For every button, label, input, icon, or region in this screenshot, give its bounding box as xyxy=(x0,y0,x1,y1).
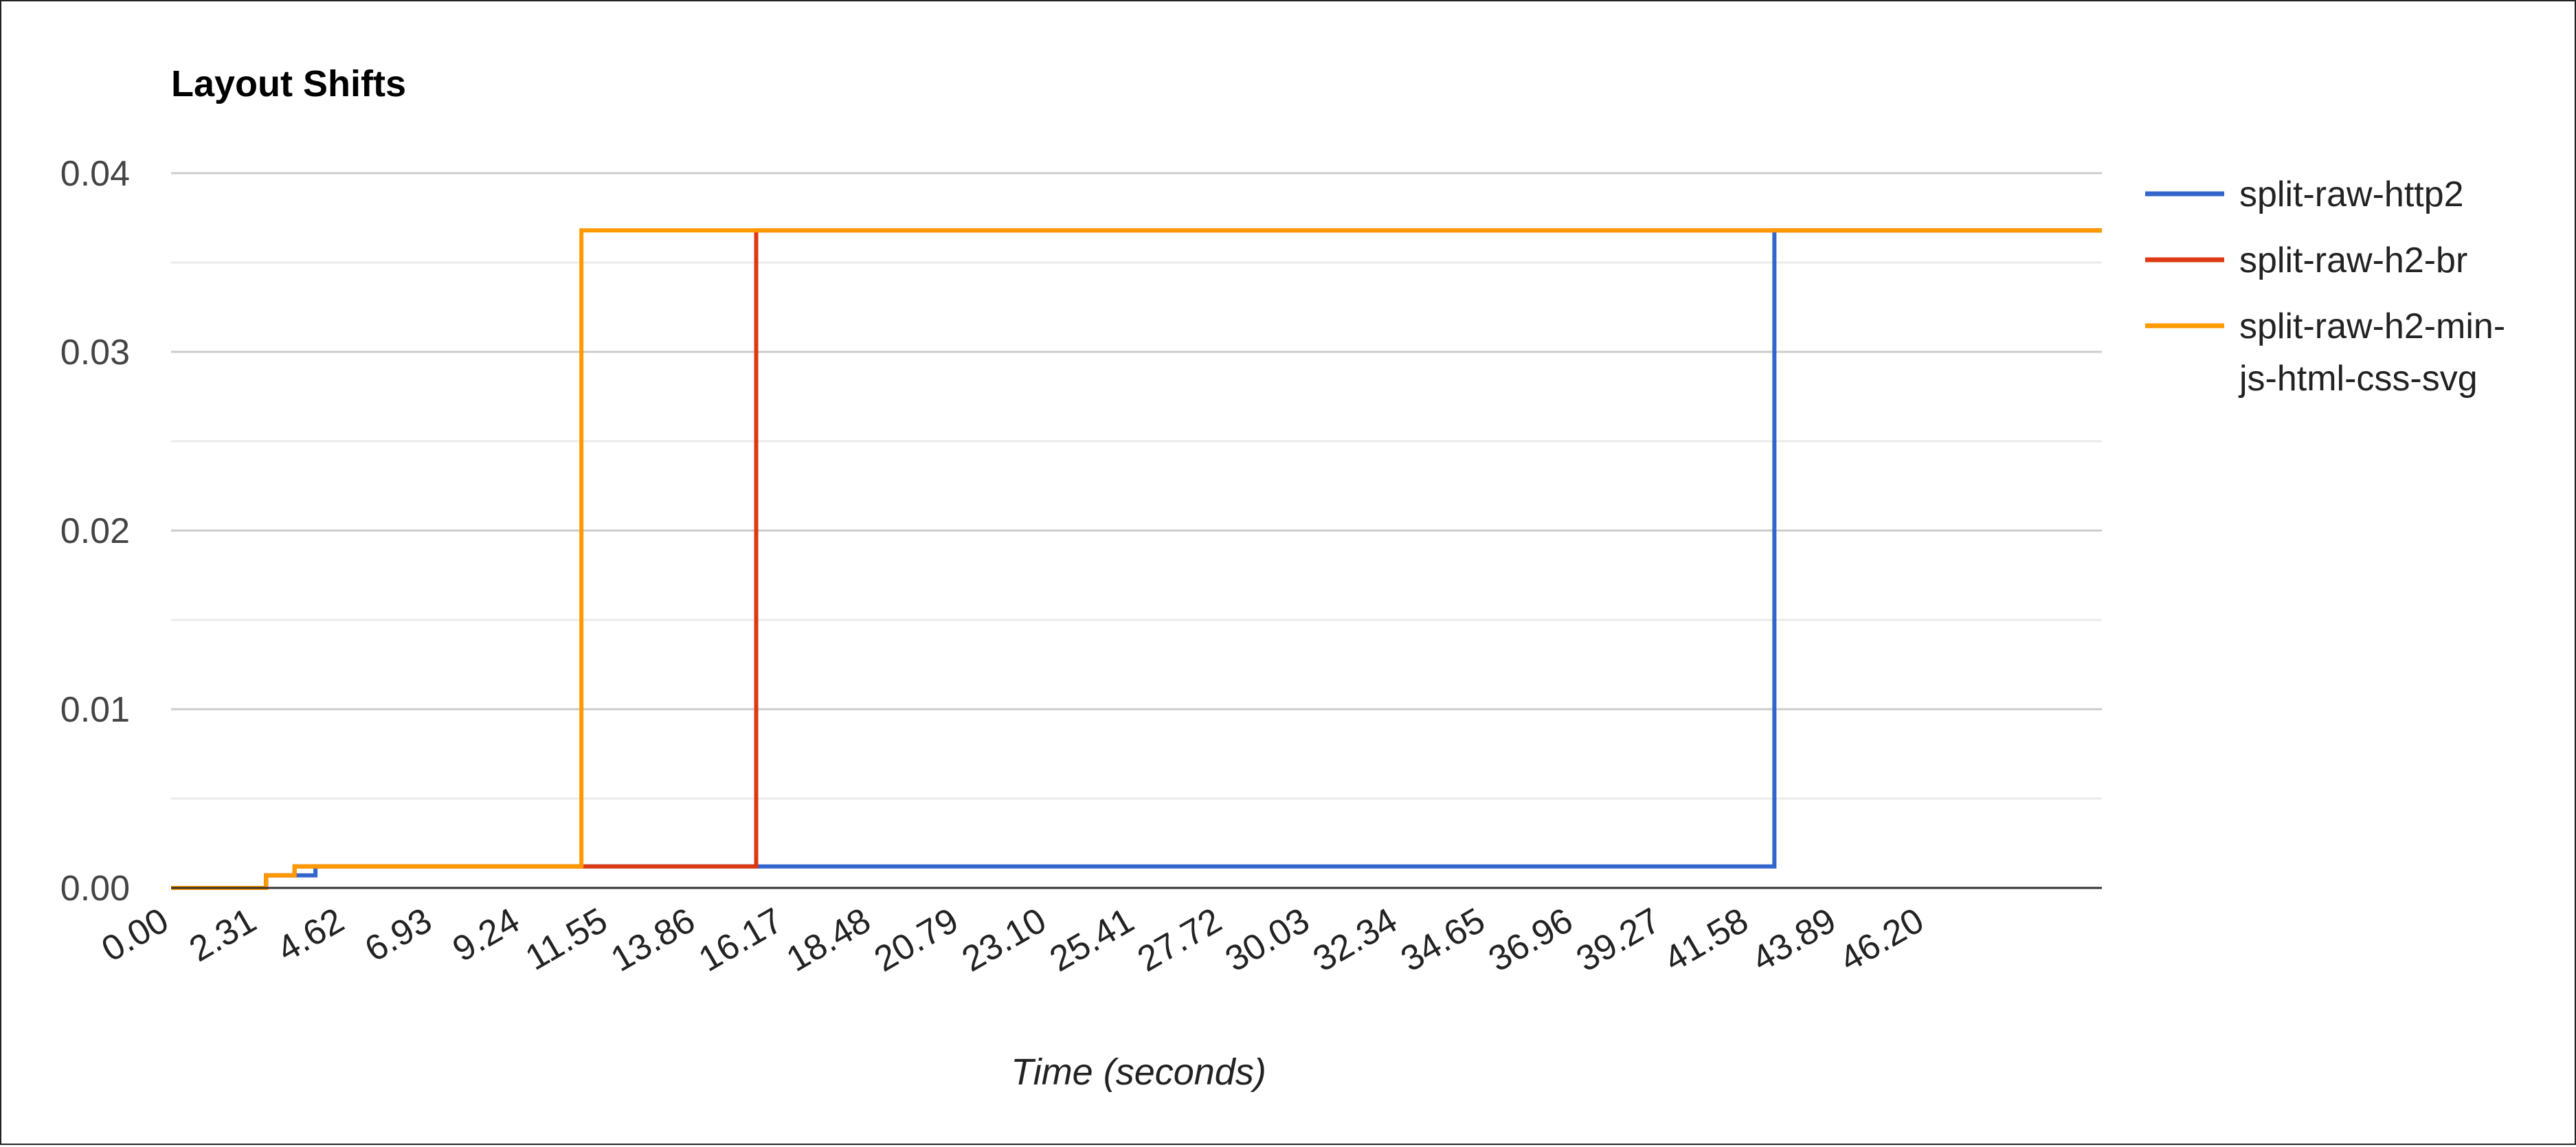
x-tick-label: 39.27 xyxy=(1570,900,1668,979)
x-axis-title: Time (seconds) xyxy=(1011,1051,1266,1093)
series-layer xyxy=(171,228,2102,890)
x-tick-label: 11.55 xyxy=(519,900,614,978)
x-tick-label: 6.93 xyxy=(359,900,439,970)
x-tick-label: 16.17 xyxy=(692,900,789,979)
x-tick-label: 0.00 xyxy=(95,900,175,970)
x-axis-ticks: 0.00 2.31 4.62 6.93 9.2411.5513.8616.1718.48… xyxy=(95,900,1930,979)
series-line-0 xyxy=(171,228,2102,890)
y-tick-label: 0.01 xyxy=(60,690,130,730)
x-tick-label: 25.41 xyxy=(1043,900,1141,979)
x-tick-label: 4.62 xyxy=(271,900,351,970)
legend: split-raw-http2 split-raw-h2-br split-raw-… xyxy=(2145,175,2505,399)
legend-label: split-raw-h2-br xyxy=(2239,241,2467,280)
series-line-2 xyxy=(171,228,2102,890)
x-tick-label: 13.86 xyxy=(605,900,702,979)
grid-layer xyxy=(171,172,2102,800)
x-tick-label: 41.58 xyxy=(1657,900,1755,979)
chart-title: Layout Shifts xyxy=(171,63,406,104)
y-tick-label: 0.03 xyxy=(60,333,130,372)
x-tick-label: 23.10 xyxy=(956,900,1053,979)
x-tick-label: 32.34 xyxy=(1306,900,1404,979)
x-tick-label: 34.65 xyxy=(1394,900,1492,979)
legend-label: split-raw-http2 xyxy=(2239,175,2464,214)
y-tick-label: 0.04 xyxy=(60,154,130,194)
y-tick-label: 0.02 xyxy=(60,511,130,551)
x-tick-label: 2.31 xyxy=(183,900,263,970)
legend-label: split-raw-h2-min-js-html-css-svg xyxy=(2238,307,2505,399)
x-tick-label: 30.03 xyxy=(1219,900,1317,979)
x-tick-label: 27.72 xyxy=(1131,900,1229,979)
x-tick-label: 43.89 xyxy=(1745,900,1843,979)
x-tick-label: 36.96 xyxy=(1482,900,1580,979)
x-tick-label: 46.20 xyxy=(1833,900,1931,979)
series-line-1 xyxy=(171,228,2102,890)
x-tick-label: 18.48 xyxy=(780,900,877,979)
y-axis-ticks: 0.00 0.01 0.02 0.03 0.04 xyxy=(60,154,130,909)
x-tick-label: 20.79 xyxy=(868,900,965,979)
x-tick-label: 9.24 xyxy=(446,900,526,970)
y-tick-label: 0.00 xyxy=(60,869,130,909)
